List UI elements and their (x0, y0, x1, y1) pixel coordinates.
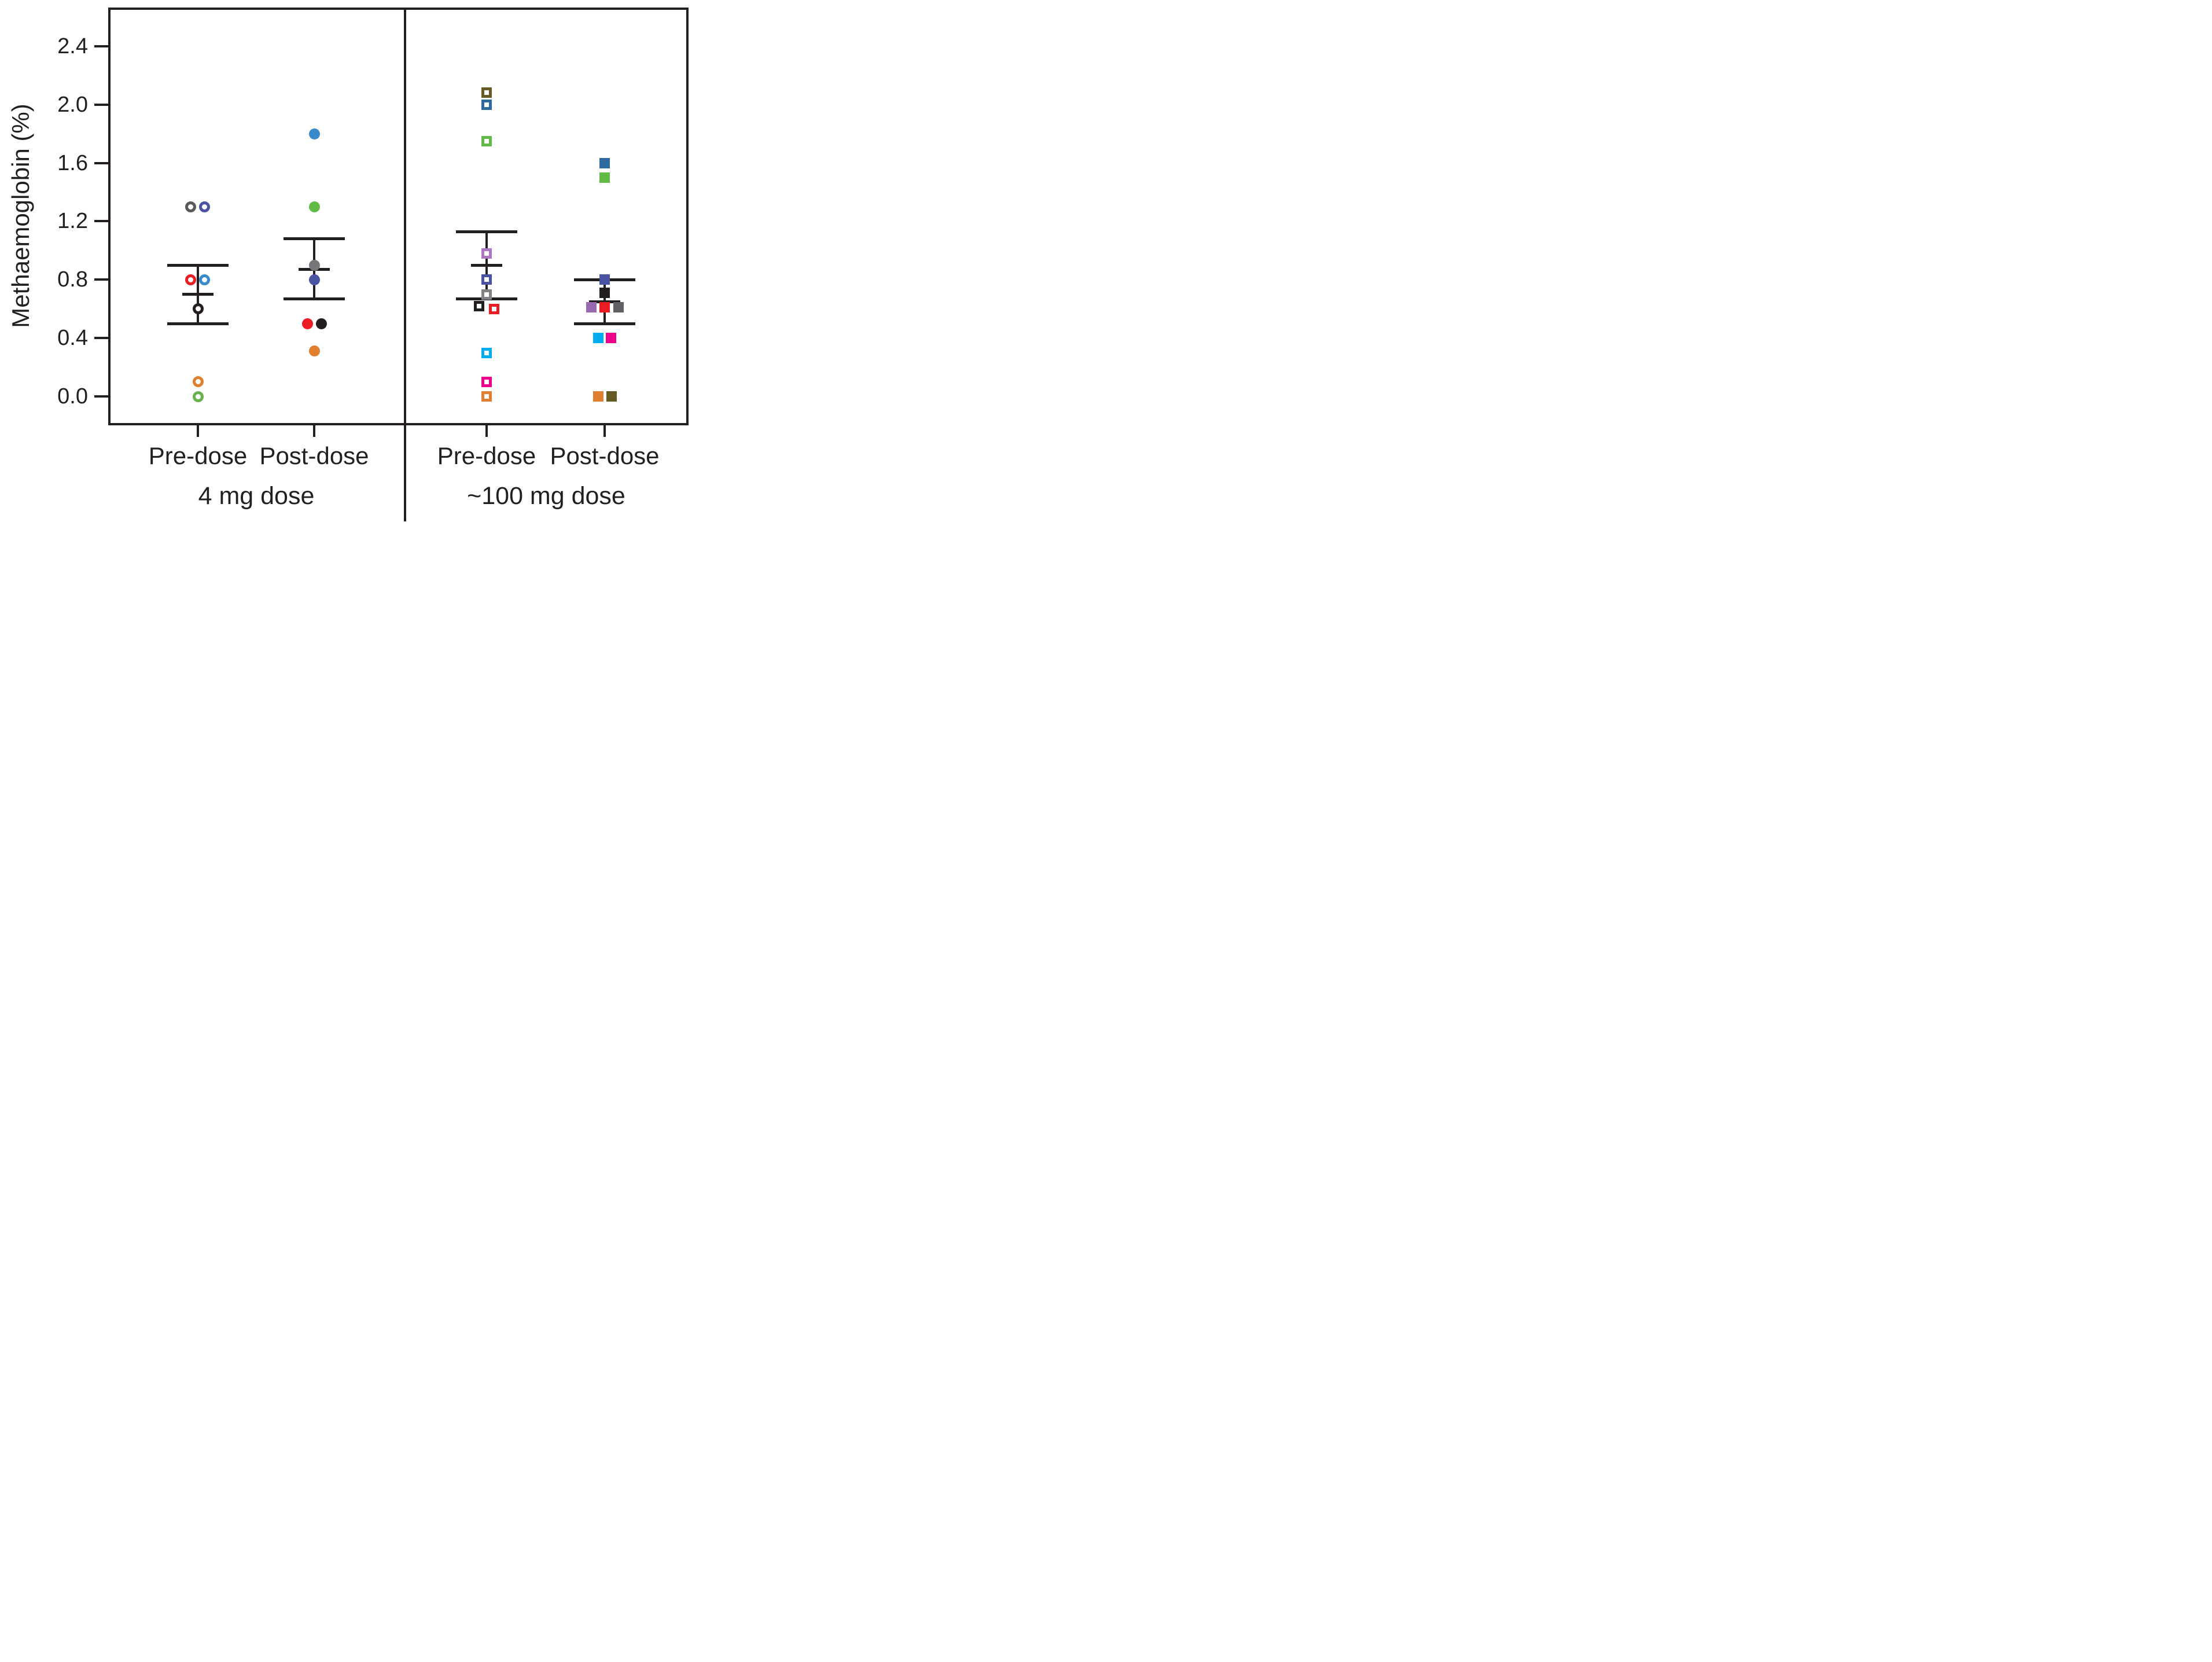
group-label: Post-dose (259, 442, 369, 469)
data-point-marker (586, 302, 597, 313)
y-tick (94, 45, 108, 47)
data-point-marker (308, 201, 320, 212)
y-tick-label: 0.4 (57, 326, 88, 351)
error-bar-top-cap (167, 263, 229, 267)
data-point-marker (593, 333, 603, 344)
data-point-marker (481, 376, 492, 387)
data-point-marker (474, 300, 484, 311)
y-tick (94, 103, 108, 106)
error-bar-bottom-cap (167, 322, 229, 325)
data-point-marker (481, 289, 492, 300)
data-point-marker (198, 201, 210, 212)
y-tick (94, 220, 108, 223)
data-point-marker (185, 201, 196, 212)
y-tick-label: 1.6 (57, 150, 88, 175)
y-tick-label: 0.8 (57, 267, 88, 292)
data-point-marker (599, 172, 610, 183)
data-point-marker (489, 303, 499, 314)
plot-frame (108, 8, 689, 425)
data-point-marker (192, 376, 204, 388)
data-point-marker (308, 259, 320, 271)
data-point-marker (481, 347, 492, 358)
error-bar-mean (182, 293, 214, 296)
error-bar-mean (471, 263, 502, 267)
data-point-marker (315, 318, 327, 329)
data-point-marker (481, 99, 492, 110)
y-tick-label: 2.0 (57, 92, 88, 117)
y-tick (94, 337, 108, 340)
data-point-marker (198, 274, 210, 285)
x-tick (313, 425, 315, 437)
data-point-marker (599, 302, 610, 313)
error-bar-mean (589, 300, 620, 303)
error-bar-top-cap (456, 230, 517, 233)
y-tick (94, 278, 108, 281)
y-tick (94, 161, 108, 164)
error-bar-bottom-cap (574, 322, 635, 325)
group-label: Post-dose (550, 442, 660, 469)
data-point-marker (599, 274, 610, 285)
error-bar-top-cap (284, 237, 345, 241)
data-point-marker (301, 318, 313, 329)
y-tick (94, 395, 108, 398)
data-point-marker (481, 135, 492, 146)
panel-divider (404, 8, 406, 521)
data-point-marker (308, 345, 320, 357)
dose-label: 4 mg dose (198, 482, 315, 510)
group-label: Pre-dose (437, 442, 536, 469)
data-point-marker (606, 333, 616, 344)
y-tick-label: 0.0 (57, 384, 88, 409)
data-point-marker (481, 87, 492, 98)
group-label: Pre-dose (148, 442, 248, 469)
x-tick (485, 425, 488, 437)
data-point-marker (308, 128, 320, 139)
data-point-marker (613, 302, 624, 313)
x-tick (603, 425, 606, 437)
data-point-marker (192, 391, 204, 402)
data-point-marker (593, 391, 603, 402)
data-point-marker (481, 248, 492, 259)
methaemoglobin-dot-plot: Methaemoglobin (%) 2.4 2.0 1.6 1.2 0.8 0.4 0.0… (0, 0, 694, 521)
data-point-marker (481, 391, 492, 402)
x-tick (197, 425, 199, 437)
y-tick-label: 2.4 (57, 34, 88, 58)
data-point-marker (599, 157, 610, 168)
data-point-marker (599, 288, 610, 299)
data-point-marker (308, 274, 320, 285)
data-point-marker (481, 274, 492, 285)
y-tick-label: 1.2 (57, 209, 88, 234)
data-point-marker (185, 274, 196, 285)
data-point-marker (192, 303, 204, 315)
error-bar-bottom-cap (284, 297, 345, 300)
dose-label: ~100 mg dose (467, 482, 625, 510)
data-point-marker (606, 391, 617, 402)
